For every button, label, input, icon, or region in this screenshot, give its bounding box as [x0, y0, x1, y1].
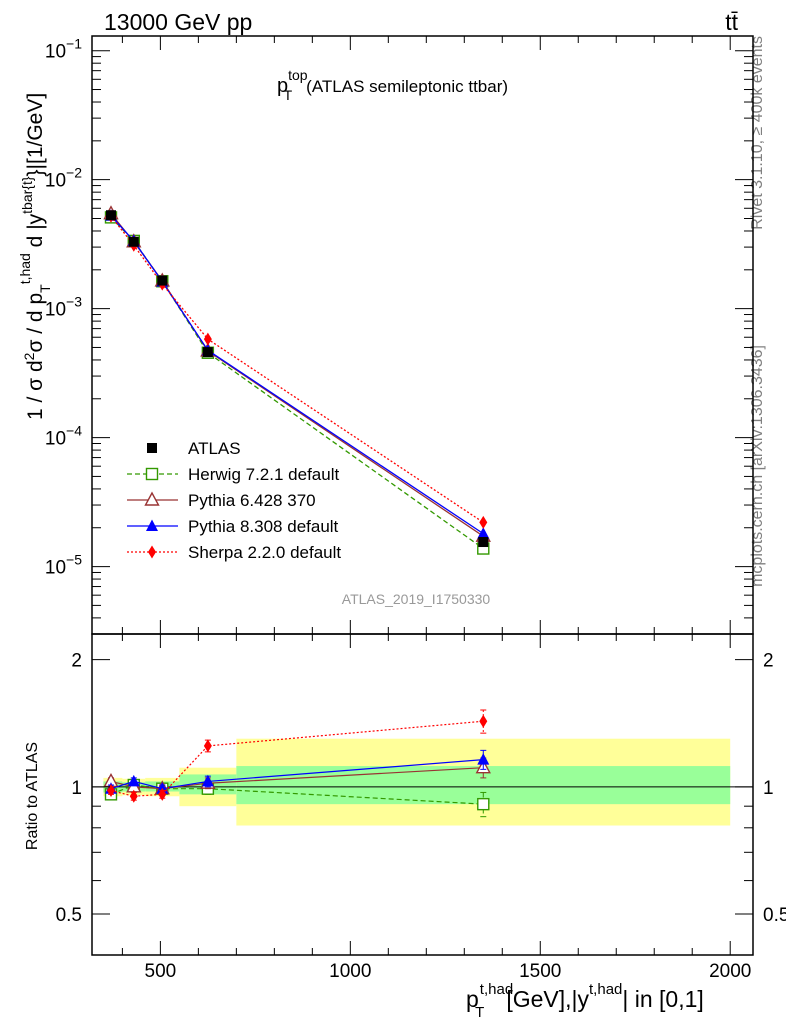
ratio-point-sherpa-4 — [479, 714, 488, 728]
xtick-label: 1000 — [329, 961, 371, 982]
ratio-point-pythia8-3 — [201, 774, 214, 787]
xtick-label: 1500 — [519, 961, 561, 982]
ratio-point-sherpa-1 — [129, 789, 138, 803]
ratio-ytick-label-right: 1 — [763, 778, 774, 799]
xtick-label: 2000 — [709, 961, 751, 982]
point-atlas-0 — [105, 210, 116, 221]
main-ytick-labels: 10−1 10−2 10−3 10−4 10−5 — [45, 36, 82, 579]
ratio-bands — [103, 738, 731, 826]
main-ylabel: 1 / σ d2σ / d pTt,had d |ytbar{t}}|[1/Ge… — [17, 93, 53, 420]
series-line-pythia6 — [110, 213, 484, 537]
legend-marker-pythia8 — [146, 519, 158, 531]
legend: ATLAS Herwig 7.2.1 default Pythia 6.428 37… — [127, 439, 341, 562]
ratio-ytick-label-left: 1 — [71, 778, 82, 799]
main-ytick-label: 10−3 — [45, 294, 82, 321]
point-atlas-1 — [128, 236, 139, 247]
energy-label: 13000 GeV pp — [104, 9, 252, 35]
legend-label-atlas: ATLAS — [188, 439, 241, 458]
ratio-ticks — [92, 634, 753, 956]
ratio-point-herwig-4 — [477, 797, 490, 811]
ratio-ytick-label-right: 0.5 — [763, 905, 786, 926]
ratio-series-layer — [103, 709, 491, 818]
legend-label-pythia6: Pythia 6.428 370 — [188, 491, 316, 510]
point-atlas-2 — [157, 275, 168, 286]
ratio-ytick-label-left: 2 — [71, 651, 82, 672]
main-ytick-label: 10−1 — [45, 36, 82, 63]
legend-label-sherpa: Sherpa 2.2.0 default — [188, 543, 341, 562]
main-ytick-label: 10−4 — [45, 423, 82, 450]
main-ytick-label: 10−5 — [45, 552, 82, 579]
ratio-point-sherpa-2 — [158, 787, 167, 801]
legend-marker-pythia6 — [144, 491, 160, 506]
point-atlas-4 — [478, 537, 489, 548]
ratio-line-herwig — [110, 784, 484, 805]
point-pythia8-4 — [477, 527, 490, 539]
ratio-panel: 0.5 0.5 1 1 2 2 500 1000 1500 2000 Ratio to ATLA… — [24, 633, 786, 1021]
ratio-point-pythia8-1 — [127, 774, 140, 787]
xtick-label: 500 — [145, 961, 177, 982]
point-sherpa-4 — [479, 515, 488, 529]
main-series-layer — [103, 205, 491, 555]
legend-label-herwig: Herwig 7.2.1 default — [188, 465, 339, 484]
plot-title: ptop T (ATLAS semileptonic ttbar) — [277, 67, 508, 103]
ratio-point-pythia8-4 — [477, 753, 490, 765]
legend-marker-herwig — [145, 467, 159, 481]
xtick-labels: 500 1000 1500 2000 — [145, 961, 752, 982]
main-panel: 10−1 10−2 10−3 10−4 10−5 ptop T (ATLAS semilep… — [17, 35, 754, 635]
point-sherpa-3 — [203, 332, 212, 346]
ratio-ytick-label-right: 2 — [763, 651, 774, 672]
legend-label-pythia8: Pythia 8.308 default — [188, 517, 339, 536]
ratio-ytick-label-left: 0.5 — [56, 905, 82, 926]
ratio-frame — [91, 633, 754, 956]
legend-marker-sherpa — [148, 545, 156, 559]
main-ytick-label: 10−2 — [45, 165, 82, 192]
point-atlas-3 — [202, 347, 213, 358]
process-label: tt̄ — [725, 9, 738, 35]
analysis-id: ATLAS_2019_I1750330 — [342, 591, 491, 607]
x-axis-label: pt,had T[GeV],|yt,had| in [0,1] — [466, 981, 704, 1021]
ratio-ylabel: Ratio to ATLAS — [24, 742, 41, 850]
legend-marker-atlas — [147, 443, 157, 453]
ratio-ytick-labels: 0.5 0.5 1 1 2 2 — [56, 651, 786, 926]
rivet-label: Rivet 3.1.10, ≥ 400k events — [749, 36, 766, 230]
main-ticks — [92, 36, 753, 635]
ratio-point-sherpa-3 — [203, 739, 212, 753]
